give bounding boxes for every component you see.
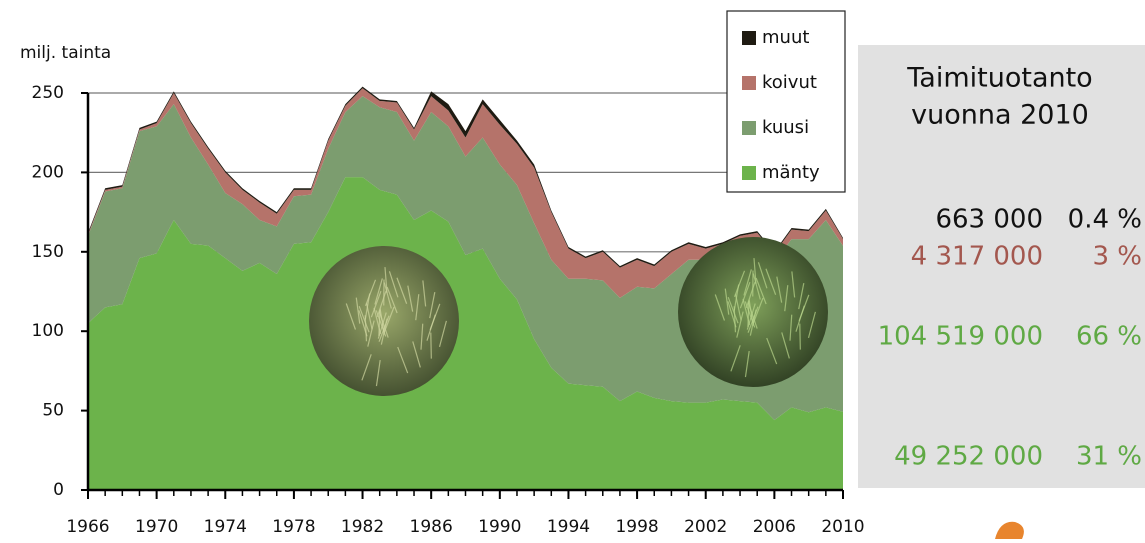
legend-swatch bbox=[742, 31, 756, 45]
x-tick-label: 1986 bbox=[410, 517, 453, 537]
x-tick-label: 2002 bbox=[684, 517, 727, 537]
legend-label: kuusi bbox=[762, 117, 809, 138]
panel-count: 49 252 000 bbox=[894, 442, 1043, 472]
panel-share: 66 % bbox=[1076, 322, 1142, 352]
photo-texture bbox=[800, 324, 801, 350]
x-tick-label: 1978 bbox=[272, 517, 315, 537]
legend-label: mänty bbox=[762, 162, 820, 183]
panel-title: vuonna 2010 bbox=[911, 100, 1089, 131]
legend-swatch bbox=[742, 166, 756, 180]
y-tick-label: 0 bbox=[53, 480, 64, 500]
legend-label: muut bbox=[762, 27, 809, 48]
panel-count: 104 519 000 bbox=[878, 322, 1043, 352]
panel-share: 0.4 % bbox=[1068, 205, 1142, 235]
panel-share: 31 % bbox=[1076, 442, 1142, 472]
x-tick-label: 1990 bbox=[478, 517, 521, 537]
logo bbox=[995, 522, 1024, 539]
photo-texture bbox=[431, 333, 432, 359]
x-tick-label: 2006 bbox=[753, 517, 796, 537]
x-tick-label: 2010 bbox=[821, 517, 864, 537]
panel-count: 4 317 000 bbox=[911, 242, 1043, 272]
legend: muut koivut kuusi mänty bbox=[727, 11, 845, 192]
y-tick-label: 50 bbox=[42, 401, 64, 421]
panel-title: Taimituotanto bbox=[906, 63, 1092, 94]
y-tick-label: 250 bbox=[32, 83, 64, 103]
legend-label: koivut bbox=[762, 72, 817, 93]
y-tick-label: 100 bbox=[32, 321, 64, 341]
y-axis-label: milj. tainta bbox=[20, 43, 111, 63]
legend-swatch bbox=[742, 121, 756, 135]
legend-swatch bbox=[742, 76, 756, 90]
x-tick-label: 1998 bbox=[615, 517, 658, 537]
panel-count: 663 000 bbox=[935, 205, 1043, 235]
x-tick-label: 1982 bbox=[341, 517, 384, 537]
slide: Taimituotanto vuonna 2010 milj. tainta 0… bbox=[0, 0, 1145, 539]
panel-share: 3 % bbox=[1092, 242, 1142, 272]
x-tick-label: 1970 bbox=[135, 517, 178, 537]
x-tick-label: 1974 bbox=[204, 517, 247, 537]
x-tick-label: 1994 bbox=[547, 517, 590, 537]
y-tick-label: 150 bbox=[32, 242, 64, 262]
y-tick-label: 200 bbox=[32, 162, 64, 182]
x-tick-label: 1966 bbox=[66, 517, 109, 537]
